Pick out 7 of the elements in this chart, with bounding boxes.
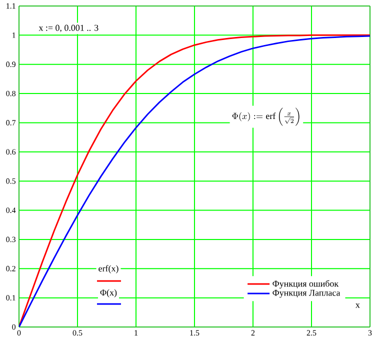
legend-label: Функция Лапласа: [272, 290, 340, 298]
annotation: x := 0, 0.001 .. 3: [38, 24, 98, 32]
annotation: $\Phi(x) := \mathrm{erf}\left(\frac{x}{\sqrt{2}}\right)$: [232, 108, 300, 126]
x-axis-title: x: [356, 304, 360, 308]
annotation: Φ(x): [100, 289, 117, 298]
legend-label: Функция ошибок: [272, 280, 339, 289]
annotation: erf(x): [98, 265, 118, 274]
